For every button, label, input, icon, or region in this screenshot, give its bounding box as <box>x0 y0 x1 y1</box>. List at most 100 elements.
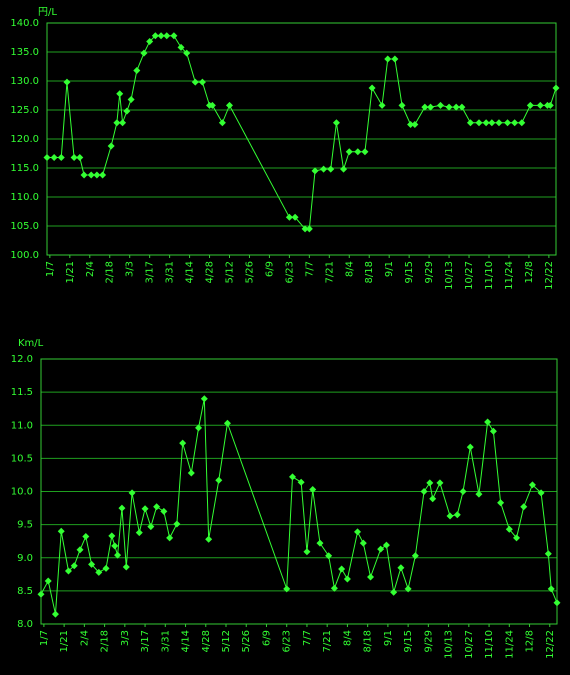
data-point <box>288 473 296 481</box>
data-point <box>173 520 181 528</box>
data-point <box>57 527 65 535</box>
x-tick-label: 10/27 <box>464 261 475 290</box>
data-point <box>141 505 149 513</box>
data-point <box>82 533 90 541</box>
y-tick-label: 8.5 <box>17 586 33 597</box>
x-tick-label: 3/3 <box>120 630 131 646</box>
y-tick-label: 10.5 <box>11 453 33 464</box>
data-point <box>437 101 445 109</box>
data-point <box>368 84 376 92</box>
x-tick-label: 6/23 <box>284 261 295 283</box>
x-tick-label: 12/8 <box>525 630 536 652</box>
data-point <box>544 550 552 558</box>
data-point <box>133 67 141 75</box>
data-point <box>345 148 353 156</box>
data-point <box>482 119 490 127</box>
data-point <box>526 101 534 109</box>
data-point <box>309 486 317 494</box>
data-point <box>116 90 124 98</box>
data-line <box>47 35 557 230</box>
data-point <box>163 32 171 40</box>
x-tick-label: 12/22 <box>545 630 556 659</box>
x-tick-label: 11/10 <box>484 630 495 659</box>
x-tick-label: 5/26 <box>241 630 252 652</box>
data-point <box>459 488 467 495</box>
data-point <box>426 479 434 487</box>
data-point <box>191 78 199 86</box>
data-point <box>332 119 340 127</box>
x-tick-label: 3/3 <box>125 261 136 277</box>
data-point <box>135 529 143 537</box>
x-tick-label: 3/31 <box>160 630 171 652</box>
data-point <box>354 148 362 156</box>
data-point <box>208 101 216 109</box>
data-point <box>546 101 554 109</box>
data-point <box>297 478 305 486</box>
data-point <box>111 542 119 550</box>
x-tick-label: 5/12 <box>221 630 232 652</box>
x-tick-label: 11/24 <box>504 630 515 659</box>
data-point <box>466 443 474 451</box>
data-point <box>118 504 126 512</box>
x-tick-label: 5/26 <box>244 261 255 283</box>
data-point <box>305 225 313 233</box>
data-point <box>140 49 148 57</box>
data-point <box>153 503 161 511</box>
x-tick-label: 9/29 <box>424 261 435 283</box>
data-point <box>301 225 309 233</box>
data-point <box>407 121 415 128</box>
data-point <box>391 55 399 63</box>
data-point <box>404 585 412 593</box>
x-tick-label: 1/7 <box>39 630 50 646</box>
data-point <box>93 171 101 179</box>
data-point <box>343 575 351 583</box>
x-tick-label: 10/13 <box>444 630 455 659</box>
x-tick-label: 12/8 <box>524 261 535 283</box>
plot-border <box>40 358 558 625</box>
x-tick-label: 10/27 <box>464 630 475 659</box>
x-tick-label: 7/21 <box>322 630 333 652</box>
data-point <box>338 565 346 573</box>
data-point <box>198 78 206 86</box>
data-point <box>102 564 110 572</box>
data-point <box>537 489 545 497</box>
y-tick-label: 12.0 <box>11 354 33 365</box>
x-tick-label: 6/9 <box>261 630 272 646</box>
data-point <box>420 488 428 495</box>
data-point <box>123 107 131 115</box>
x-tick-label: 7/7 <box>304 261 315 277</box>
x-tick-label: 8/4 <box>342 630 353 646</box>
data-point <box>114 551 122 559</box>
data-point <box>160 507 168 515</box>
data-point <box>489 427 497 435</box>
data-point <box>107 142 115 150</box>
y-tick-label: 11.0 <box>11 420 33 431</box>
data-point <box>119 119 127 127</box>
x-tick-label: 11/24 <box>504 261 515 290</box>
data-point <box>427 103 435 111</box>
data-point <box>484 418 492 426</box>
data-point <box>553 599 561 607</box>
data-point <box>488 119 496 127</box>
y-tick-label: 11.5 <box>11 387 33 398</box>
data-point <box>354 528 362 536</box>
x-tick-label: 9/15 <box>403 630 414 652</box>
data-point <box>528 481 536 489</box>
data-point <box>51 610 59 618</box>
x-tick-label: 11/10 <box>484 261 495 290</box>
data-point <box>411 552 419 560</box>
data-point <box>452 103 460 111</box>
data-point <box>200 395 208 403</box>
data-point <box>475 490 483 498</box>
data-point <box>122 563 130 571</box>
data-point <box>311 167 319 175</box>
x-tick-label: 3/17 <box>145 261 156 283</box>
data-point <box>76 154 84 162</box>
data-point <box>179 439 187 447</box>
y-tick-label: 8.0 <box>17 619 33 630</box>
x-tick-label: 1/7 <box>45 261 56 277</box>
x-tick-label: 10/13 <box>444 261 455 290</box>
x-tick-label: 1/21 <box>59 630 70 652</box>
x-tick-label: 8/18 <box>363 630 374 652</box>
data-point <box>218 119 226 127</box>
